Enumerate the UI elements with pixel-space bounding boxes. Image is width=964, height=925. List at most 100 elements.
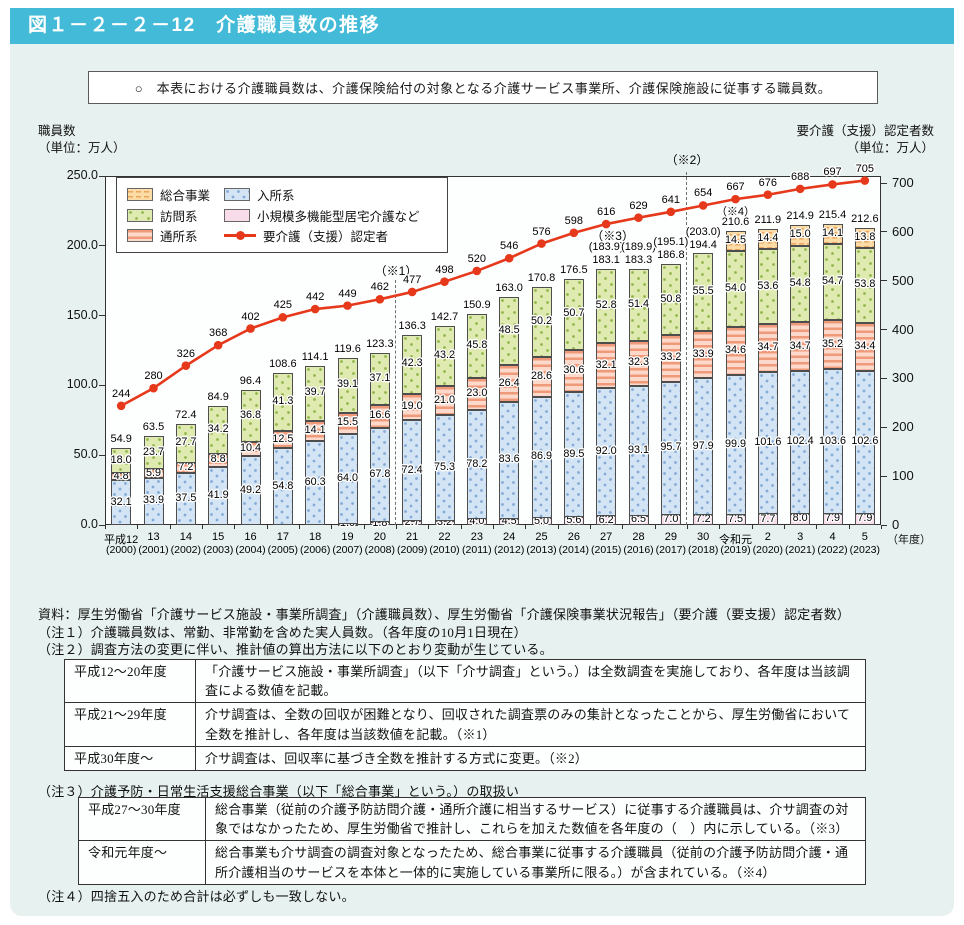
x-axis-tick — [816, 525, 818, 529]
left-axis-title-line2: （単位：万人） — [38, 140, 126, 155]
bar-segment-label-homon: 37.1 — [369, 371, 391, 384]
x-label-year: (2018) — [687, 544, 719, 556]
legend-item-nyusho: 入所系 — [224, 185, 420, 204]
x-label-year: (2004) — [235, 544, 266, 556]
bar-segment-homon — [208, 406, 229, 455]
bar-segment-label-nyusho: 86.9 — [530, 450, 553, 463]
legend-label: 要介護（支援）認定者 — [263, 230, 389, 244]
bar-segment-label-nyusho: 95.7 — [660, 441, 682, 454]
x-label-era: 24 — [503, 531, 516, 543]
right-axis-tick — [881, 475, 887, 477]
bar-total-label: 194.4 — [689, 238, 717, 251]
line-value-label: 368 — [208, 327, 228, 340]
bar-segment-label-tsusho: 32.3 — [627, 356, 650, 369]
x-label-era: 23 — [470, 531, 483, 543]
bar-segment-tsusho — [143, 469, 164, 478]
bar-segment-label-nyusho: 37.5 — [175, 491, 197, 504]
bar-segment-label-tsusho: 7.2 — [178, 460, 194, 473]
bar-total-label: 183.1 — [592, 254, 620, 267]
left-axis-tick — [99, 454, 105, 456]
x-axis-tick — [234, 525, 236, 529]
bar-segment-nyusho — [402, 420, 423, 522]
bar-segment-label-nyusho: 102.4 — [786, 435, 814, 448]
bar-segment-nyusho — [757, 372, 778, 515]
bar-segment-homon — [143, 436, 164, 470]
note-text: ○ 本表における介護職員数は、介護保険給付の対象となる介護サービス事業所、介護保… — [134, 81, 832, 96]
bar-segment-label-homon: 41.3 — [272, 395, 294, 408]
table-period-cell: 平成12～20年度 — [64, 658, 196, 704]
bar-segment-label-sogo: 13.8 — [854, 230, 876, 243]
line-value-label: 520 — [467, 252, 487, 265]
x-axis-tick — [105, 525, 106, 529]
bar-segment-label-nyusho: 103.6 — [818, 434, 847, 447]
legend-column: 総合事業 訪問系 通所系 — [127, 185, 210, 245]
bar-paren-label: (195.1) — [653, 236, 689, 249]
bar-segment-label-homon: 54.8 — [789, 277, 811, 290]
x-label-year: (2011) — [462, 544, 492, 556]
left-axis-tick — [99, 384, 105, 386]
figure-title-bar: 図１－２－２－12 介護職員数の推移 — [10, 8, 954, 44]
x-axis-tick — [266, 525, 268, 529]
bar-segment-label-shokibo: 7.9 — [824, 512, 841, 525]
bar-segment-label-nyusho: 78.2 — [466, 457, 488, 470]
bar-segment-shokibo — [725, 514, 746, 525]
bar-segment-nyusho — [660, 381, 681, 516]
x-label-era: 3 — [797, 531, 804, 543]
legend-label: 入所系 — [257, 189, 295, 203]
x-label-year: (2009) — [396, 544, 428, 556]
table-period-cell: 平成30年度～ — [64, 745, 196, 772]
x-label-era: 14 — [179, 531, 192, 543]
x-label-era: 16 — [244, 531, 257, 543]
bar-total-label: 215.4 — [818, 209, 847, 222]
bar-segment-shokibo — [790, 513, 811, 525]
bar-segment-label-homon: 36.8 — [239, 409, 262, 422]
bar-total-label: 170.8 — [527, 271, 556, 284]
x-label-era: 13 — [147, 531, 160, 543]
line-legend-swatch-icon — [224, 229, 257, 242]
bar-total-label: 186.8 — [657, 249, 685, 262]
x-axis-tick — [590, 525, 591, 529]
x-axis-tick — [137, 525, 139, 529]
bar-segment-nyusho — [499, 402, 520, 519]
x-label-era: 2 — [764, 531, 771, 543]
bar-total-label: 214.9 — [786, 209, 814, 222]
legend-item-line: 要介護（支援）認定者 — [224, 226, 420, 245]
bar-paren-label: (183.9) — [588, 241, 624, 254]
left-axis-tick — [99, 524, 105, 526]
legend-swatch-nyusho-icon — [224, 188, 251, 201]
bar-segment-label-shokibo: 6.2 — [598, 513, 614, 526]
bar-segment-label-tsusho: 33.2 — [660, 351, 682, 364]
bar-segment-label-shokibo: 7.7 — [760, 512, 776, 525]
bar-segment-nyusho — [725, 375, 746, 515]
line-value-label: 280 — [144, 370, 163, 383]
left-axis-tick-label: 250.0 — [66, 168, 98, 182]
right-axis-title-line1: 要介護（支援）認定者数 — [796, 124, 934, 138]
bar-segment-label-nyusho: 99.9 — [724, 437, 747, 450]
left-axis-tick — [99, 175, 105, 177]
bar-segment-label-tsusho: 34.6 — [724, 343, 747, 356]
bar-segment-label-nyusho: 75.3 — [433, 460, 456, 473]
line-value-label: 676 — [758, 176, 778, 189]
bar-segment-label-homon: 43.2 — [433, 348, 456, 361]
legend-swatch-shokibo-icon — [224, 208, 251, 222]
x-label-year: (2016) — [623, 544, 654, 556]
footnote-4: （注４）四捨五入のため合計は必ずしも一致しない。 — [38, 889, 355, 904]
left-axis-tick-label: 200.0 — [66, 237, 98, 252]
bar-segment-label-homon: 50.8 — [660, 292, 682, 305]
x-label-year: (2022) — [817, 544, 848, 556]
x-label-era: 17 — [276, 531, 289, 543]
legend-label: 小規模多機能型居宅介護など — [257, 209, 420, 224]
legend-label: 総合事業 — [160, 189, 211, 203]
x-label-era: 21 — [406, 531, 419, 543]
bar-segment-shokibo — [337, 523, 358, 526]
bar-segment-label-tsusho: 10.4 — [239, 442, 262, 455]
bar-paren-label: (203.0) — [685, 225, 721, 238]
bar-segment-shokibo — [757, 514, 778, 525]
table-row: 平成21～29年度 介サ調査は、全数の回収が困難となり、回収された調査票のみの集計… — [64, 702, 866, 747]
x-label-era: 15 — [212, 531, 225, 543]
line-value-label: 654 — [693, 187, 713, 200]
bar-segment-label-homon: 42.3 — [401, 357, 423, 370]
table-row: 平成30年度～ 介サ調査は、回収率に基づき全数を推計する方式に変更。（※2） — [64, 745, 866, 772]
bar-total-label: 163.0 — [495, 282, 523, 295]
right-axis-tick-label: 200 — [892, 419, 914, 435]
